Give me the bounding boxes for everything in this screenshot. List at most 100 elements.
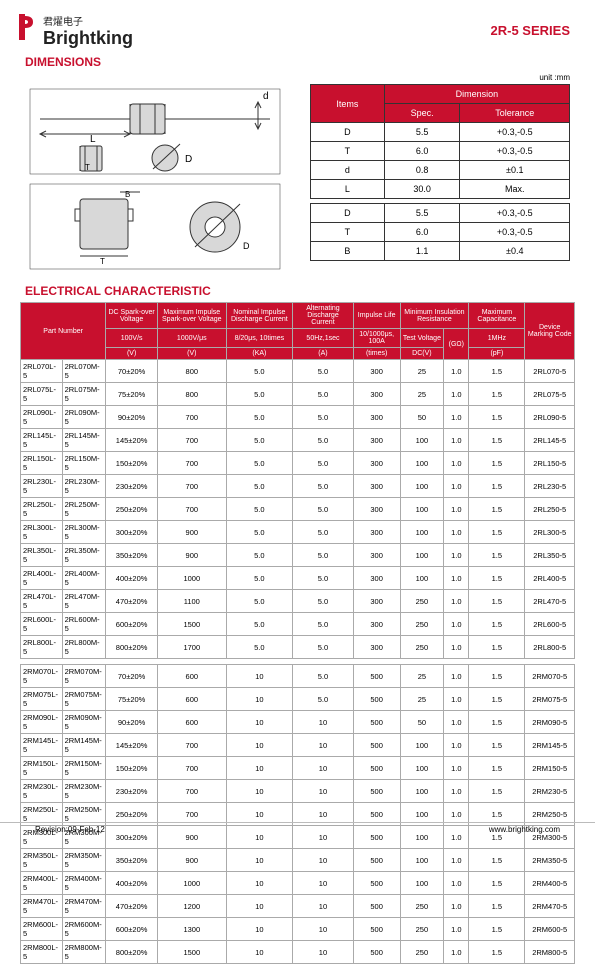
ec-cell: 1.0 <box>444 544 469 567</box>
dim-cell: 1.1 <box>384 242 460 261</box>
ec-cell: 1.0 <box>444 734 469 757</box>
ec-cell: 2RM600M-5 <box>62 918 106 941</box>
ec-cell: 2RL070M-5 <box>62 360 106 383</box>
ec-cell: 10 <box>226 711 293 734</box>
ec-cell: 2RL250M-5 <box>62 498 106 521</box>
svg-text:D: D <box>243 241 250 251</box>
ec-row: 2RM600L-52RM600M-5600±20%130010105002501… <box>21 918 575 941</box>
dim-cell: L <box>311 180 385 199</box>
ec-cell: 300 <box>353 475 400 498</box>
svg-text:L: L <box>90 134 96 145</box>
ec-cell: 5.0 <box>226 475 293 498</box>
ec-cell: 10 <box>293 895 354 918</box>
dimension-drawing: d L T D <box>25 84 285 274</box>
ec-cell: 300 <box>353 429 400 452</box>
ec-h-mc2: 1MHz <box>469 329 525 348</box>
dim-head-items: Items <box>311 85 385 123</box>
ec-cell: 1.5 <box>469 544 525 567</box>
ec-cell: 2RM070-5 <box>525 665 575 688</box>
ec-cell: 500 <box>353 711 400 734</box>
ec-cell: 300 <box>353 383 400 406</box>
ec-cell: 2RL300M-5 <box>62 521 106 544</box>
ec-cell: 500 <box>353 941 400 964</box>
ec-cell: 2RL230-5 <box>525 475 575 498</box>
ec-cell: 2RM800L-5 <box>21 941 63 964</box>
dim-row: T6.0+0.3,-0.5 <box>311 223 570 242</box>
ec-cell: 1.0 <box>444 360 469 383</box>
ec-cell: 250 <box>400 636 444 659</box>
ec-cell: 2RL400L-5 <box>21 567 63 590</box>
ec-cell: 1.0 <box>444 872 469 895</box>
ec-cell: 100 <box>400 872 444 895</box>
dim-row: D5.5+0.3,-0.5 <box>311 204 570 223</box>
ec-cell: 300 <box>353 636 400 659</box>
ec-cell: 1.5 <box>469 590 525 613</box>
ec-cell: 25 <box>400 360 444 383</box>
ec-cell: 2RL600-5 <box>525 613 575 636</box>
ec-cell: 1.0 <box>444 452 469 475</box>
ec-row: 2RL300L-52RL300M-5300±20%9005.05.0300100… <box>21 521 575 544</box>
ec-cell: 100 <box>400 498 444 521</box>
ec-cell: 2RM400M-5 <box>62 872 106 895</box>
ec-cell: 600±20% <box>106 918 158 941</box>
dim-cell: ±0.1 <box>460 161 570 180</box>
dim-head-dimension: Dimension <box>384 85 569 104</box>
ec-cell: 2RL070-5 <box>525 360 575 383</box>
ec-row: 2RM470L-52RM470M-5470±20%120010105002501… <box>21 895 575 918</box>
ec-cell: 2RM150-5 <box>525 757 575 780</box>
ec-cell: 1.0 <box>444 895 469 918</box>
dim-cell: B <box>311 242 385 261</box>
ec-cell: 2RL250-5 <box>525 498 575 521</box>
ec-row: 2RM075L-52RM075M-575±20%600105.0500251.0… <box>21 688 575 711</box>
ec-cell: 2RM090-5 <box>525 711 575 734</box>
ec-cell: 5.0 <box>293 665 354 688</box>
ec-cell: 145±20% <box>106 429 158 452</box>
ec-cell: 1500 <box>158 613 227 636</box>
ec-row: 2RL145L-52RL145M-5145±20%7005.05.0300100… <box>21 429 575 452</box>
ec-cell: 1.5 <box>469 636 525 659</box>
ec-row: 2RL470L-52RL470M-5470±20%11005.05.030025… <box>21 590 575 613</box>
ec-h-nidc2: 8/20μs, 10times <box>226 329 293 348</box>
ec-cell: 5.0 <box>293 521 354 544</box>
ec-cell: 300 <box>353 590 400 613</box>
dim-cell: D <box>311 123 385 142</box>
svg-text:T: T <box>85 163 90 172</box>
ec-cell: 10 <box>293 734 354 757</box>
ec-cell: 150±20% <box>106 757 158 780</box>
ec-cell: 2RL145M-5 <box>62 429 106 452</box>
ec-cell: 600 <box>158 665 227 688</box>
ec-cell: 2RL600L-5 <box>21 613 63 636</box>
ec-row: 2RL230L-52RL230M-5230±20%7005.05.0300100… <box>21 475 575 498</box>
ec-cell: 2RL090L-5 <box>21 406 63 429</box>
ec-cell: 2RL800M-5 <box>62 636 106 659</box>
ec-cell: 350±20% <box>106 544 158 567</box>
ec-cell: 1.5 <box>469 613 525 636</box>
ec-cell: 5.0 <box>293 475 354 498</box>
dim-cell: 5.5 <box>384 123 460 142</box>
ec-cell: 700 <box>158 475 227 498</box>
ec-cell: 2RM230L-5 <box>21 780 63 803</box>
ec-cell: 800±20% <box>106 941 158 964</box>
ec-cell: 250±20% <box>106 498 158 521</box>
electrical-table: Part Number DC Spark-over Voltage Maximu… <box>20 302 575 964</box>
ec-cell: 300 <box>353 498 400 521</box>
ec-cell: 2RL250L-5 <box>21 498 63 521</box>
ec-h-gohm: (GΩ) <box>444 329 469 360</box>
ec-cell: 1.0 <box>444 567 469 590</box>
ec-cell: 2RM090L-5 <box>21 711 63 734</box>
ec-cell: 700 <box>158 429 227 452</box>
ec-cell: 10 <box>226 734 293 757</box>
ec-cell: 90±20% <box>106 406 158 429</box>
ec-cell: 350±20% <box>106 849 158 872</box>
ec-cell: 500 <box>353 757 400 780</box>
ec-h-mis3: (V) <box>158 348 227 360</box>
ec-row: 2RL250L-52RL250M-5250±20%7005.05.0300100… <box>21 498 575 521</box>
ec-cell: 2RL145L-5 <box>21 429 63 452</box>
ec-h-adc3: (A) <box>293 348 354 360</box>
ec-cell: 1.0 <box>444 475 469 498</box>
svg-text:d: d <box>263 91 269 102</box>
ec-h-nidc: Nominal Impulse Discharge Current <box>226 303 293 329</box>
ec-h-dc2: 100V/s <box>106 329 158 348</box>
dim-cell: 0.8 <box>384 161 460 180</box>
ec-cell: 25 <box>400 688 444 711</box>
